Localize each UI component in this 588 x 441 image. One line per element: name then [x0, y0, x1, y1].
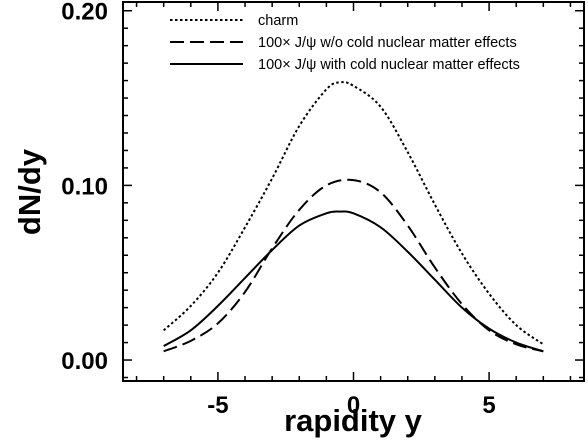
legend-label: 100× J/ψ w/o cold nuclear matter effects — [258, 35, 517, 51]
series-line-solid — [163, 210, 544, 353]
series-line-dashed — [163, 178, 544, 353]
y-tick-label: 0.00 — [61, 348, 108, 375]
series-lines — [163, 81, 544, 353]
x-tick-label: 5 — [482, 392, 495, 419]
y-tick-label: 0.10 — [61, 173, 108, 200]
x-axis-title: rapidity y — [284, 403, 423, 438]
legend-label: 100× J/ψ with cold nuclear matter effect… — [258, 57, 520, 73]
y-tick-label: 0.20 — [61, 0, 108, 26]
x-tick-label: -5 — [207, 392, 228, 419]
x-tick-label: 0 — [347, 392, 360, 419]
legend: charm 100× J/ψ w/o cold nuclear matter ef… — [170, 13, 520, 73]
legend-label: charm — [258, 13, 298, 29]
axis-ticks: -5 0 5 0.00 0.10 0.20 — [61, 0, 584, 419]
y-axis-title: dN/dy — [12, 148, 47, 235]
series-line-dotted — [163, 81, 544, 346]
